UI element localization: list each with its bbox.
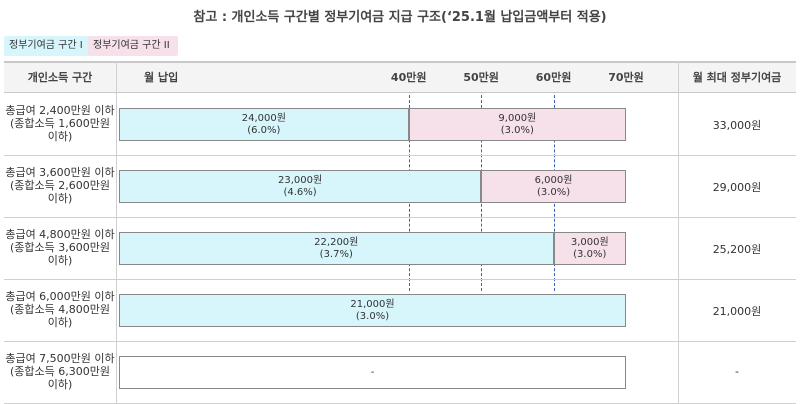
legend-zone2: 정부기여금 구간 II (88, 36, 178, 56)
income-bracket-label: 총급여 4,800만원 이하 (종합소득 3,600만원 이하) (4, 228, 116, 267)
table-header: 개인소득 구간 월 납입 40만원 50만원 60만원 70만원 월 최대 정부기여금 (4, 61, 796, 93)
max-contribution-value: - (735, 365, 739, 378)
income-bracket-line: 총급여 2,400만원 이하 (5, 104, 115, 117)
bar-value-label: 3,000원 (570, 236, 609, 248)
contribution-table: 개인소득 구간 월 납입 40만원 50만원 60만원 70만원 월 최대 정부기여금… (4, 61, 796, 404)
income-bracket-line: (종합소득 6,300만원 (10, 365, 110, 378)
x-tick-label: 70만원 (608, 71, 644, 84)
income-bracket-label: 총급여 7,500만원 이하 (종합소득 6,300만원 이하) (4, 352, 116, 391)
bar-value-label: (3.0%) (500, 124, 534, 136)
income-bracket-line: 이하) (47, 254, 73, 267)
bar-value-label: 21,000원 (350, 298, 395, 310)
bar-value-label: 23,000원 (277, 174, 323, 186)
x-tick-label: 50만원 (463, 71, 499, 84)
bar-value-label: 24,000원 (241, 112, 286, 124)
income-bracket-line: (종합소득 4,800만원 (10, 303, 110, 316)
income-bracket-line: (종합소득 2,600만원 (10, 179, 110, 192)
empty-bar: - (119, 356, 626, 389)
income-bracket-line: (종합소득 1,600만원 (10, 117, 110, 130)
income-bracket-line: 총급여 7,500만원 이하 (5, 352, 115, 365)
row-divider (4, 217, 796, 218)
income-bracket-line: 이하) (47, 192, 73, 205)
bar-value-label: (3.0%) (573, 248, 607, 260)
income-bracket-line: 이하) (47, 130, 73, 143)
x-tick-label: 60만원 (535, 71, 572, 84)
chart-title: 참고 : 개인소득 구간별 정부기여금 지급 구조(‘25.1월 납입금액부터 … (193, 10, 607, 25)
income-bracket-line: 이하) (47, 378, 73, 391)
income-bracket-line: 이하) (47, 316, 73, 329)
max-contribution-value: 29,000원 (712, 181, 762, 194)
max-contribution-value: 33,000원 (712, 119, 762, 132)
bar-value-label: 6,000원 (534, 174, 573, 186)
header-max-contribution: 월 최대 정부기여금 (692, 71, 782, 84)
zone2-bar: 6,000원 (3.0%) (481, 170, 626, 203)
income-bracket-line: 총급여 3,600만원 이하 (5, 166, 115, 179)
income-bracket-label: 총급여 3,600만원 이하 (종합소득 2,600만원 이하) (4, 166, 116, 205)
bar-value-label: (3.7%) (319, 248, 353, 260)
bar-value-label: (3.0%) (536, 186, 571, 198)
row-divider (4, 155, 796, 156)
zone2-bar: 9,000원 (3.0%) (408, 108, 626, 141)
income-bracket-line: 총급여 6,000만원 이하 (5, 290, 115, 303)
bar-value-label: (4.6%) (283, 186, 317, 198)
header-monthly-payment: 월 납입 (144, 71, 179, 84)
column-divider (678, 61, 679, 404)
income-bracket-line: (종합소득 3,600만원 (10, 241, 110, 254)
income-bracket-label: 총급여 6,000만원 이하 (종합소득 4,800만원 이하) (4, 290, 116, 329)
max-contribution-value: 21,000원 (712, 305, 762, 318)
column-divider (116, 61, 117, 404)
bar-value-label: 9,000원 (498, 112, 537, 124)
bar-value-label: (3.0%) (355, 310, 390, 322)
income-bracket-label: 총급여 2,400만원 이하 (종합소득 1,600만원 이하) (4, 104, 116, 143)
zone2-bar: 3,000원 (3.0%) (553, 232, 626, 265)
bar-value-label: (6.0%) (247, 124, 281, 136)
legend-zone1: 정부기여금 구간 I (4, 36, 90, 56)
x-tick-label: 40만원 (390, 71, 427, 84)
max-contribution-value: 25,200원 (712, 243, 762, 256)
bar-value-label: 22,200원 (314, 236, 359, 248)
bar-value-label: - (370, 366, 375, 378)
zone1-bar: 23,000원 (4.6%) (119, 170, 482, 203)
row-divider (4, 279, 796, 280)
header-income-bracket: 개인소득 구간 (27, 71, 93, 84)
zone1-bar: 22,200원 (3.7%) (119, 232, 554, 265)
zone1-bar: 21,000원 (3.0%) (119, 294, 626, 327)
zone1-bar: 24,000원 (6.0%) (119, 108, 409, 141)
income-bracket-line: 총급여 4,800만원 이하 (5, 228, 115, 241)
row-divider (4, 341, 796, 342)
